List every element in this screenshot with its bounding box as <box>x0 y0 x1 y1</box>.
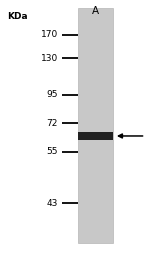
Bar <box>78 132 112 140</box>
Text: 130: 130 <box>40 54 58 63</box>
Text: KDa: KDa <box>8 12 28 21</box>
Text: A: A <box>92 6 99 17</box>
Text: 170: 170 <box>40 31 58 39</box>
Text: 43: 43 <box>46 199 58 208</box>
Bar <box>78 8 112 243</box>
Text: 72: 72 <box>46 119 58 127</box>
Text: 95: 95 <box>46 90 58 99</box>
Text: 55: 55 <box>46 147 58 156</box>
